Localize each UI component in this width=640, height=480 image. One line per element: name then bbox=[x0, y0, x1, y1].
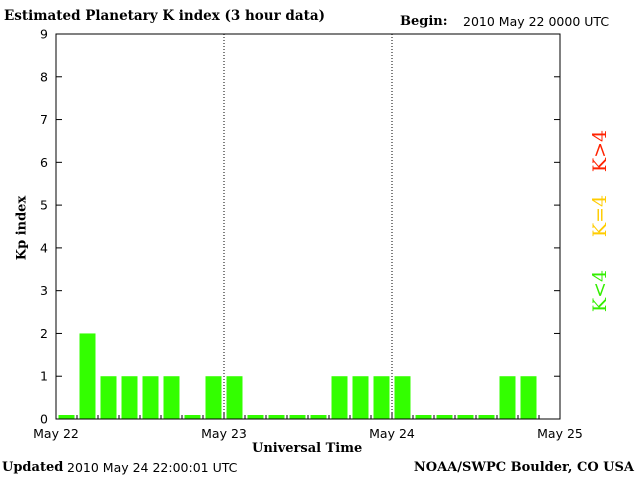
kp-bar bbox=[457, 415, 474, 419]
x-axis-ticks: May 22 May 23 May 24 May 25 bbox=[33, 413, 583, 441]
y-axis-ticks: 0 1 2 3 4 5 6 7 8 9 bbox=[40, 27, 560, 427]
kp-bar bbox=[79, 333, 96, 419]
x-axis-label: Universal Time bbox=[252, 441, 363, 456]
y-tick-label: 7 bbox=[40, 112, 48, 127]
kp-bar bbox=[268, 415, 285, 419]
x-tick-label: May 23 bbox=[201, 426, 247, 441]
updated-label: Updated bbox=[2, 460, 64, 475]
y-tick-label: 3 bbox=[40, 283, 48, 298]
kp-bar bbox=[100, 376, 117, 419]
y-tick-label: 0 bbox=[40, 412, 48, 427]
updated-value: 2010 May 24 22:00:01 UTC bbox=[67, 460, 238, 475]
kp-bar bbox=[142, 376, 159, 419]
kp-bar bbox=[58, 415, 75, 419]
y-tick-label: 5 bbox=[40, 198, 48, 213]
x-tick-label: May 24 bbox=[369, 426, 415, 441]
kp-bar bbox=[352, 376, 369, 419]
kp-bar bbox=[394, 376, 411, 419]
kp-bar bbox=[226, 376, 243, 419]
kp-bar bbox=[415, 415, 432, 419]
bars-group bbox=[58, 333, 537, 419]
kp-bar bbox=[478, 415, 495, 419]
kp-bar bbox=[436, 415, 453, 419]
y-tick-label: 1 bbox=[40, 369, 48, 384]
chart-title: Estimated Planetary K index (3 hour data… bbox=[4, 8, 325, 24]
y-tick-label: 9 bbox=[40, 27, 48, 42]
kp-bar bbox=[121, 376, 138, 419]
kp-bar bbox=[499, 376, 516, 419]
kp-bar bbox=[247, 415, 264, 419]
credit-text: NOAA/SWPC Boulder, CO USA bbox=[413, 460, 634, 475]
kp-bar bbox=[163, 376, 180, 419]
begin-label: Begin: bbox=[400, 14, 448, 29]
kp-bar bbox=[520, 376, 537, 419]
kp-bar bbox=[373, 376, 390, 419]
x-tick-label: May 22 bbox=[33, 426, 79, 441]
kp-bar bbox=[331, 376, 348, 419]
y-tick-label: 6 bbox=[40, 155, 48, 170]
kp-bar bbox=[289, 415, 306, 419]
y-tick-label: 4 bbox=[40, 240, 48, 255]
kp-bar bbox=[310, 415, 327, 419]
kp-bar bbox=[205, 376, 222, 419]
kp-bar bbox=[184, 415, 201, 419]
begin-value: 2010 May 22 0000 UTC bbox=[463, 14, 610, 29]
y-tick-label: 2 bbox=[40, 326, 48, 341]
y-tick-label: 8 bbox=[40, 69, 48, 84]
x-tick-label: May 25 bbox=[537, 426, 583, 441]
day-separators bbox=[223, 34, 393, 419]
plot-frame bbox=[55, 33, 561, 420]
